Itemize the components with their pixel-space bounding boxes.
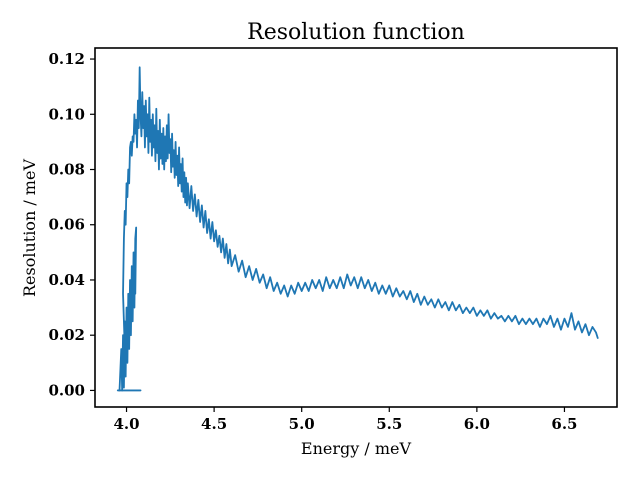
- y-tick-label: 0.12: [48, 50, 85, 68]
- y-tick-label: 0.02: [48, 326, 85, 344]
- x-tick-label: 5.0: [289, 415, 315, 433]
- chart-title: Resolution function: [247, 20, 465, 45]
- y-tick-label: 0.08: [48, 161, 85, 179]
- x-tick-label: 5.5: [376, 415, 402, 433]
- x-tick-label: 4.0: [113, 415, 139, 433]
- x-tick-label: 6.5: [551, 415, 577, 433]
- x-axis-label: Energy / meV: [301, 439, 412, 458]
- x-tick-label: 6.0: [464, 415, 490, 433]
- y-tick-label: 0.10: [48, 105, 85, 123]
- x-axis: 4.0 4.5 5.0 5.5 6.0 6.5: [113, 407, 578, 433]
- x-tick-label: 4.5: [201, 415, 227, 433]
- y-tick-label: 0.00: [48, 381, 85, 399]
- series-line-1: [118, 66, 599, 392]
- series-group: [116, 66, 599, 392]
- plot-frame: [94, 47, 618, 408]
- y-axis-label: Resolution / meV: [20, 159, 39, 297]
- y-tick-label: 0.04: [48, 271, 85, 289]
- y-tick-label: 0.06: [48, 216, 85, 234]
- y-axis: 0.00 0.02 0.04 0.06 0.08 0.10 0.12: [48, 50, 95, 399]
